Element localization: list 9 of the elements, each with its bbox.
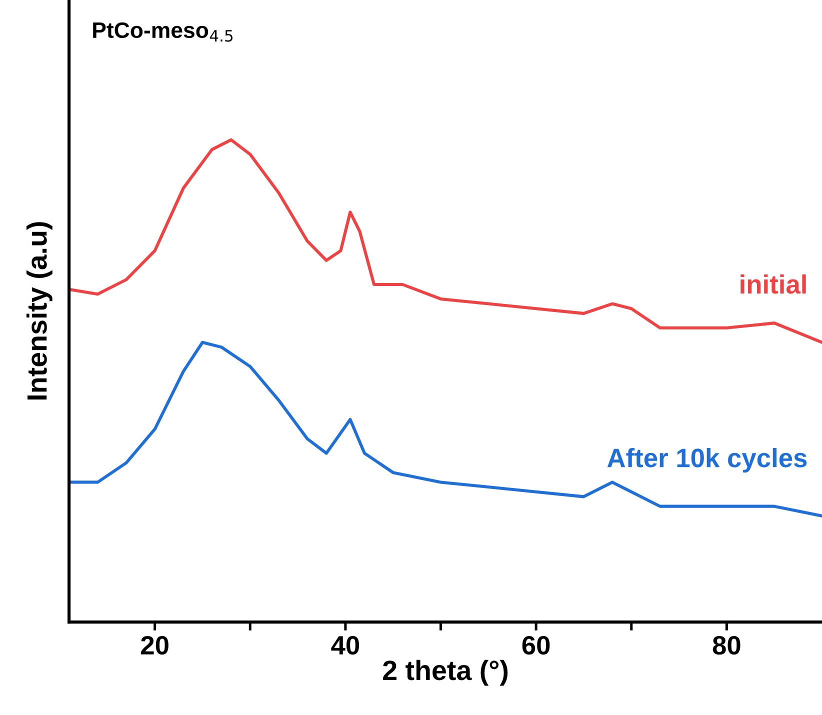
x-tick-label: 40 [331, 636, 360, 655]
x-axis-title: 2 theta (°) [383, 660, 508, 686]
x-tick-label: 60 [522, 636, 550, 655]
text: PtCo-meso$_{4.5}$ [93, 22, 233, 42]
x-tick-label: 20 [141, 636, 168, 655]
x-tick-label: 80 [712, 636, 740, 655]
series-label: initial [740, 274, 806, 294]
y-axis-title: Intensity (a.u) [26, 222, 52, 400]
series-label: After 10k cycles [607, 448, 807, 473]
